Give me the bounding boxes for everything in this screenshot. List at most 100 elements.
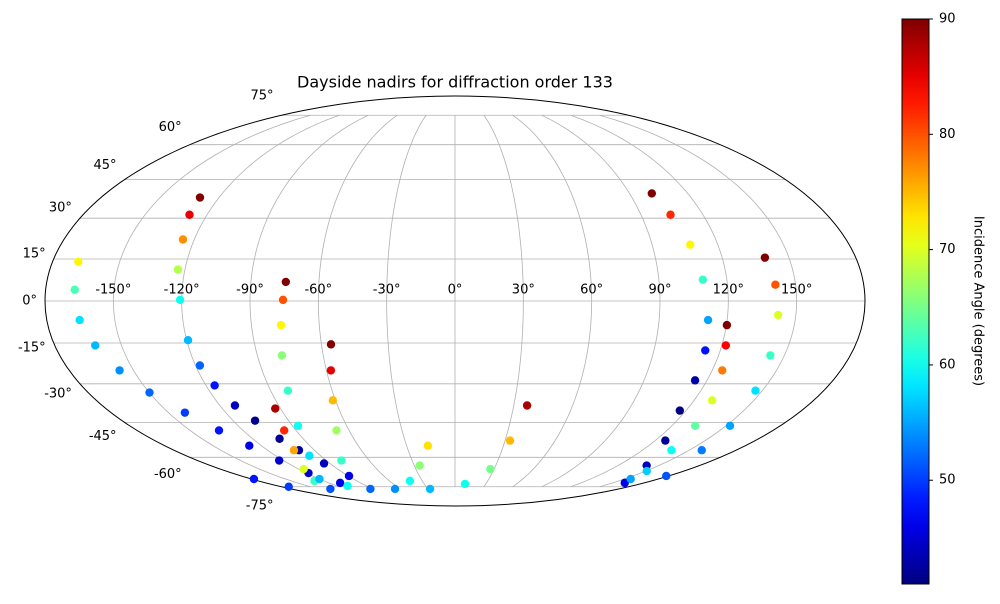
colorbar-tick-label: 90 xyxy=(939,12,956,27)
y-tick-label: 75° xyxy=(250,88,273,103)
nadir-point xyxy=(326,484,335,494)
nadir-point xyxy=(175,295,185,305)
x-tick-label: 30° xyxy=(512,283,535,298)
nadir-point xyxy=(271,404,280,413)
nadir-point xyxy=(647,189,656,198)
x-tick-label: -30° xyxy=(373,283,401,298)
x-tick-label: -60° xyxy=(304,283,332,298)
x-tick-label: 0° xyxy=(448,283,463,298)
nadir-point xyxy=(722,320,732,330)
nadir-point xyxy=(718,366,727,375)
nadir-point xyxy=(195,193,205,202)
nadir-point xyxy=(721,341,731,350)
nadir-point xyxy=(390,484,400,494)
nadir-point xyxy=(460,479,470,489)
nadir-point xyxy=(210,381,219,390)
nadir-point xyxy=(299,464,308,474)
x-tick-label: 150° xyxy=(781,283,812,298)
nadir-point xyxy=(74,257,83,267)
x-tick-label: 120° xyxy=(713,283,744,298)
y-tick-label: 15° xyxy=(23,246,46,261)
nadir-point xyxy=(249,474,259,484)
nadir-point xyxy=(180,408,190,417)
chart-title: Dayside nadirs for diffraction order 133 xyxy=(297,73,613,92)
y-tick-label: -60° xyxy=(154,467,182,482)
nadir-point xyxy=(405,476,415,486)
y-tick-label: -45° xyxy=(89,429,117,444)
nadir-point xyxy=(697,446,706,455)
y-tick-label: 45° xyxy=(94,158,117,173)
nadir-point xyxy=(75,315,84,325)
nadir-point xyxy=(326,366,336,375)
colorbar-tick-label: 80 xyxy=(939,127,956,142)
nadir-point xyxy=(751,386,760,395)
colorbar-gradient xyxy=(901,18,930,585)
nadir-point xyxy=(725,421,735,430)
nadir-point xyxy=(214,426,224,435)
nadir-point xyxy=(250,416,260,425)
nadir-point xyxy=(642,466,651,476)
nadir-point xyxy=(505,436,515,445)
y-tick-label: 0° xyxy=(22,294,37,309)
nadir-point xyxy=(366,484,375,494)
nadir-point xyxy=(760,253,770,262)
nadir-point xyxy=(662,471,671,481)
nadir-point xyxy=(686,240,695,249)
nadir-point xyxy=(773,310,783,320)
nadir-point xyxy=(115,366,124,375)
nadir-point xyxy=(415,461,424,470)
nadir-point xyxy=(305,451,314,460)
nadir-point xyxy=(690,421,700,430)
nadir-point xyxy=(275,434,284,443)
nadir-point xyxy=(277,351,287,360)
nadir-point xyxy=(278,295,288,305)
y-tick-label: -75° xyxy=(246,499,274,514)
nadir-point xyxy=(173,265,183,274)
nadir-point xyxy=(626,474,635,484)
nadir-point xyxy=(293,421,303,430)
colorbar-tick-label: 70 xyxy=(939,242,956,257)
nadir-point xyxy=(185,210,194,219)
nadir-point xyxy=(522,401,532,410)
x-tick-label: -120° xyxy=(164,283,200,298)
nadir-point xyxy=(423,441,433,450)
nadir-point xyxy=(667,446,676,455)
nadir-point xyxy=(703,315,713,325)
nadir-point xyxy=(661,436,670,445)
y-tick-label: 30° xyxy=(49,201,72,216)
x-tick-label: 90° xyxy=(648,283,671,298)
nadir-point xyxy=(91,341,100,350)
colorbar-tick-label: 50 xyxy=(939,473,956,488)
nadir-point xyxy=(690,376,700,385)
y-tick-label: -30° xyxy=(44,386,72,401)
nadir-point xyxy=(708,396,717,405)
nadir-point xyxy=(230,401,240,410)
graticule xyxy=(45,114,865,488)
nadir-point xyxy=(289,446,299,455)
nadir-point xyxy=(145,388,154,397)
nadir-point xyxy=(620,478,629,488)
nadir-point xyxy=(344,471,354,481)
nadir-point xyxy=(425,484,435,494)
colorbar-tick-label: 60 xyxy=(939,357,956,372)
tick-labels: -150° -120° -90° -60° -30° 0° 30° 60° 90° 120° 150… xyxy=(18,88,812,513)
nadir-point xyxy=(486,464,495,474)
x-tick-label: -90° xyxy=(236,283,264,298)
nadir-point xyxy=(343,481,352,491)
nadir-point xyxy=(328,396,338,405)
x-tick-label: 60° xyxy=(580,283,603,298)
nadir-point xyxy=(178,235,188,244)
nadir-point xyxy=(276,320,286,330)
y-tick-label: -15° xyxy=(18,341,46,356)
nadir-point xyxy=(319,459,329,468)
nadir-point xyxy=(283,386,293,395)
nadir-point xyxy=(279,426,289,435)
nadir-point xyxy=(666,210,675,219)
nadir-point xyxy=(70,285,79,294)
x-tick-label: -150° xyxy=(95,283,131,298)
nadir-point xyxy=(675,406,685,415)
y-tick-label: 60° xyxy=(159,120,182,135)
nadir-point xyxy=(701,346,710,355)
